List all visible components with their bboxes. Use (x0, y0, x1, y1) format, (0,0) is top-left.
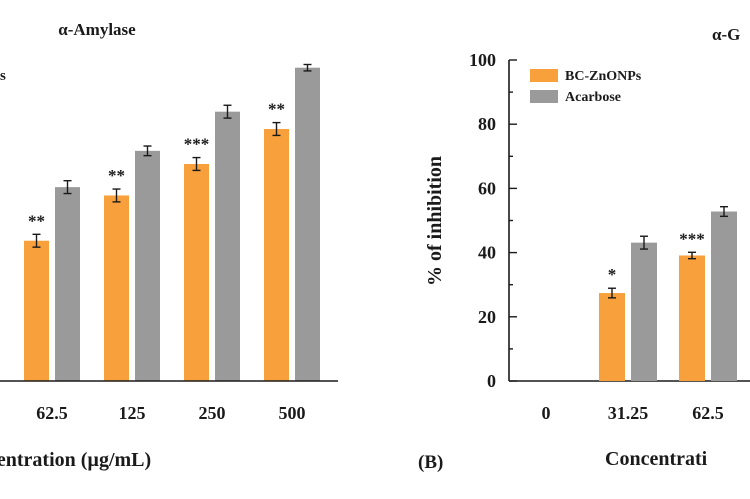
panel-b-title: α-G (712, 25, 740, 44)
panel-b-x-label: Concentrati (605, 448, 708, 470)
legend-label-acarbose: Acarbose (565, 90, 621, 105)
b-error-bar-1-1 (640, 235, 648, 250)
b-bar-bc-znonps-2 (679, 255, 705, 381)
b-y-tick-label-60: 60 (478, 178, 496, 198)
a-significance-3: ** (268, 100, 285, 119)
legend-swatch-acarbose (530, 90, 558, 103)
a-bar-acarbose-0 (55, 187, 80, 381)
a-significance-0: ** (28, 211, 45, 230)
b-bar-acarbose-2 (711, 211, 737, 381)
b-y-tick-label-80: 80 (478, 114, 496, 134)
panel-b-label: (B) (418, 452, 443, 473)
a-error-bar-1-3 (303, 63, 312, 72)
a-x-tick-label-0: 62.5 (36, 403, 68, 423)
b-x-tick-label-0: 0 (542, 403, 551, 423)
panel-a-title: α-Amylase (58, 20, 136, 39)
a-bar-acarbose-1 (135, 150, 160, 381)
b-y-tick-label-40: 40 (478, 243, 496, 263)
a-significance-1: ** (108, 166, 125, 185)
panel-a: α-Amylase s ********* 62.5 125 250 500 cent… (0, 20, 338, 471)
b-y-tick-label-20: 20 (478, 307, 496, 327)
a-bar-acarbose-3 (295, 67, 320, 381)
b-y-tick-label-100: 100 (469, 50, 496, 70)
a-significance-2: *** (184, 135, 210, 154)
b-significance-1: * (608, 265, 617, 284)
a-error-bar-0-3 (272, 121, 281, 137)
a-error-bar-1-1 (143, 145, 152, 157)
b-bar-bc-znonps-1 (599, 293, 625, 381)
b-error-bar-0-1 (608, 287, 616, 299)
a-x-tick-label-2: 250 (199, 403, 226, 423)
panel-a-x-label: centration (µg/mL) (0, 449, 151, 471)
a-bar-bc-znonps-1 (104, 195, 129, 381)
panel-b-y-label: % of inhibition (424, 156, 446, 286)
a-error-bar-0-1 (112, 188, 121, 203)
a-bar-bc-znonps-2 (184, 164, 209, 381)
b-error-bar-1-2 (720, 205, 728, 218)
legend-swatch-bc-znonps (530, 69, 558, 82)
a-bar-bc-znonps-3 (264, 129, 289, 381)
b-error-bar-0-2 (688, 251, 696, 260)
b-significance-2: *** (679, 229, 705, 248)
a-x-tick-label-3: 500 (279, 403, 306, 423)
a-error-bar-1-0 (63, 179, 72, 195)
panel-a-legend-fragment: s (0, 68, 6, 84)
a-error-bar-0-0 (32, 233, 41, 248)
a-error-bar-0-2 (192, 156, 201, 172)
legend-label-bc-znonps: BC-ZnONPs (565, 69, 642, 84)
b-y-tick-label-0: 0 (487, 371, 496, 391)
a-x-tick-label-1: 125 (119, 403, 146, 423)
a-bar-bc-znonps-0 (24, 240, 49, 381)
b-x-tick-label-2: 62.5 (692, 403, 724, 423)
panel-b-legend: BC-ZnONPs Acarbose (530, 69, 642, 105)
a-bar-acarbose-2 (215, 111, 240, 381)
a-error-bar-1-2 (223, 104, 232, 119)
b-x-tick-label-1: 31.25 (608, 403, 649, 423)
b-bar-acarbose-1 (631, 242, 657, 381)
